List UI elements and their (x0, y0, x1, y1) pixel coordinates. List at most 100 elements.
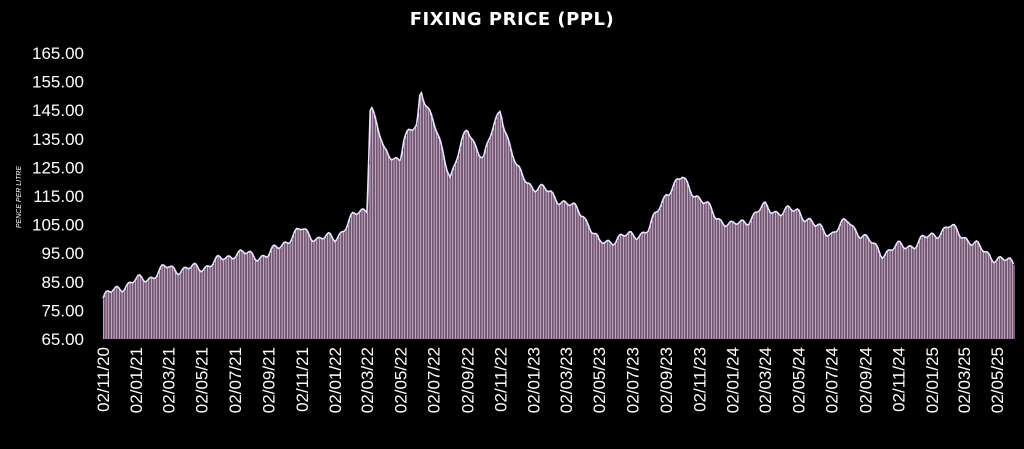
price-bar (605, 242, 607, 339)
price-bar (699, 199, 701, 339)
price-bar (651, 219, 653, 339)
price-bar (117, 287, 119, 339)
price-bar (282, 245, 284, 339)
price-bar (968, 242, 970, 339)
price-bar (607, 241, 609, 339)
price-bar (906, 248, 908, 339)
price-bar (949, 227, 951, 339)
price-bar (216, 257, 218, 339)
price-bar (247, 253, 249, 339)
price-bar (915, 248, 917, 339)
price-bar (285, 242, 287, 339)
price-bar (339, 234, 341, 339)
price-bar (189, 269, 191, 339)
price-bar (901, 244, 903, 339)
price-bar (482, 158, 484, 339)
price-bar (480, 158, 482, 339)
price-bar (383, 145, 385, 339)
price-bar (267, 257, 269, 339)
price-bar (370, 111, 372, 339)
price-bar (419, 95, 421, 340)
price-bar (381, 141, 383, 339)
price-bar (224, 259, 226, 339)
price-bar (392, 160, 394, 339)
price-bar (954, 225, 956, 339)
price-bar (408, 129, 410, 339)
price-bar (394, 158, 396, 339)
price-bar (256, 261, 258, 339)
price-bar (485, 149, 487, 339)
price-bar (560, 204, 562, 339)
price-bar (869, 240, 871, 339)
price-bar (407, 131, 409, 339)
x-tick-label: 02/07/21 (226, 347, 245, 413)
price-bar (544, 188, 546, 339)
price-bar (159, 271, 161, 339)
price-bar (907, 247, 909, 339)
price-bar (776, 212, 778, 339)
price-bar (264, 256, 266, 339)
price-bar (695, 197, 697, 339)
price-bar (573, 203, 575, 339)
x-tick-label: 02/07/22 (425, 347, 444, 413)
price-bar (632, 234, 634, 339)
price-bar (557, 203, 559, 339)
price-bar (298, 229, 300, 339)
price-bar (341, 232, 343, 339)
price-bar (275, 246, 277, 339)
price-bar (808, 219, 810, 339)
price-bar (1002, 258, 1004, 339)
price-bar (717, 219, 719, 339)
price-bar (139, 275, 141, 339)
price-bar (195, 264, 197, 339)
price-bar (306, 229, 308, 339)
price-bar (291, 239, 293, 339)
price-bar (506, 134, 508, 339)
price-bar (520, 169, 522, 339)
price-bar (227, 256, 229, 339)
price-bar (943, 229, 945, 339)
price-bar (371, 108, 373, 339)
price-bar (215, 260, 217, 339)
y-tick-label: 115.00 (33, 187, 84, 206)
price-bar (986, 252, 988, 339)
price-bar (597, 235, 599, 339)
price-bar (799, 210, 801, 339)
price-bar (344, 231, 346, 339)
price-bar (120, 291, 122, 339)
price-bar (168, 267, 170, 339)
price-bar (461, 141, 463, 339)
price-bar (975, 242, 977, 339)
price-bar (864, 235, 866, 339)
price-bar (472, 140, 474, 339)
price-bar (656, 212, 658, 339)
price-bar (791, 209, 793, 339)
price-bar (400, 160, 402, 339)
price-bar (810, 219, 812, 339)
price-bar (202, 271, 204, 339)
price-bar (287, 243, 289, 339)
price-bar (135, 281, 137, 339)
price-bar (263, 255, 265, 339)
price-bar (887, 251, 889, 339)
price-bar (671, 192, 673, 339)
price-bar (1010, 258, 1012, 339)
price-bar (426, 106, 428, 339)
price-bar (883, 257, 885, 339)
price-bar (792, 211, 794, 339)
price-bar (608, 240, 610, 339)
y-tick-label: 125.00 (32, 158, 84, 177)
price-bar (960, 238, 962, 339)
price-bar (827, 236, 829, 339)
price-bar (184, 267, 186, 339)
price-bar (515, 164, 517, 339)
price-bar (893, 249, 895, 339)
price-bar (667, 195, 669, 339)
price-bar (992, 261, 994, 339)
price-bar (629, 232, 631, 339)
price-bar (643, 232, 645, 339)
price-bar (525, 182, 527, 339)
price-bar (258, 260, 260, 339)
price-bar (650, 225, 652, 339)
price-bar (843, 219, 845, 339)
